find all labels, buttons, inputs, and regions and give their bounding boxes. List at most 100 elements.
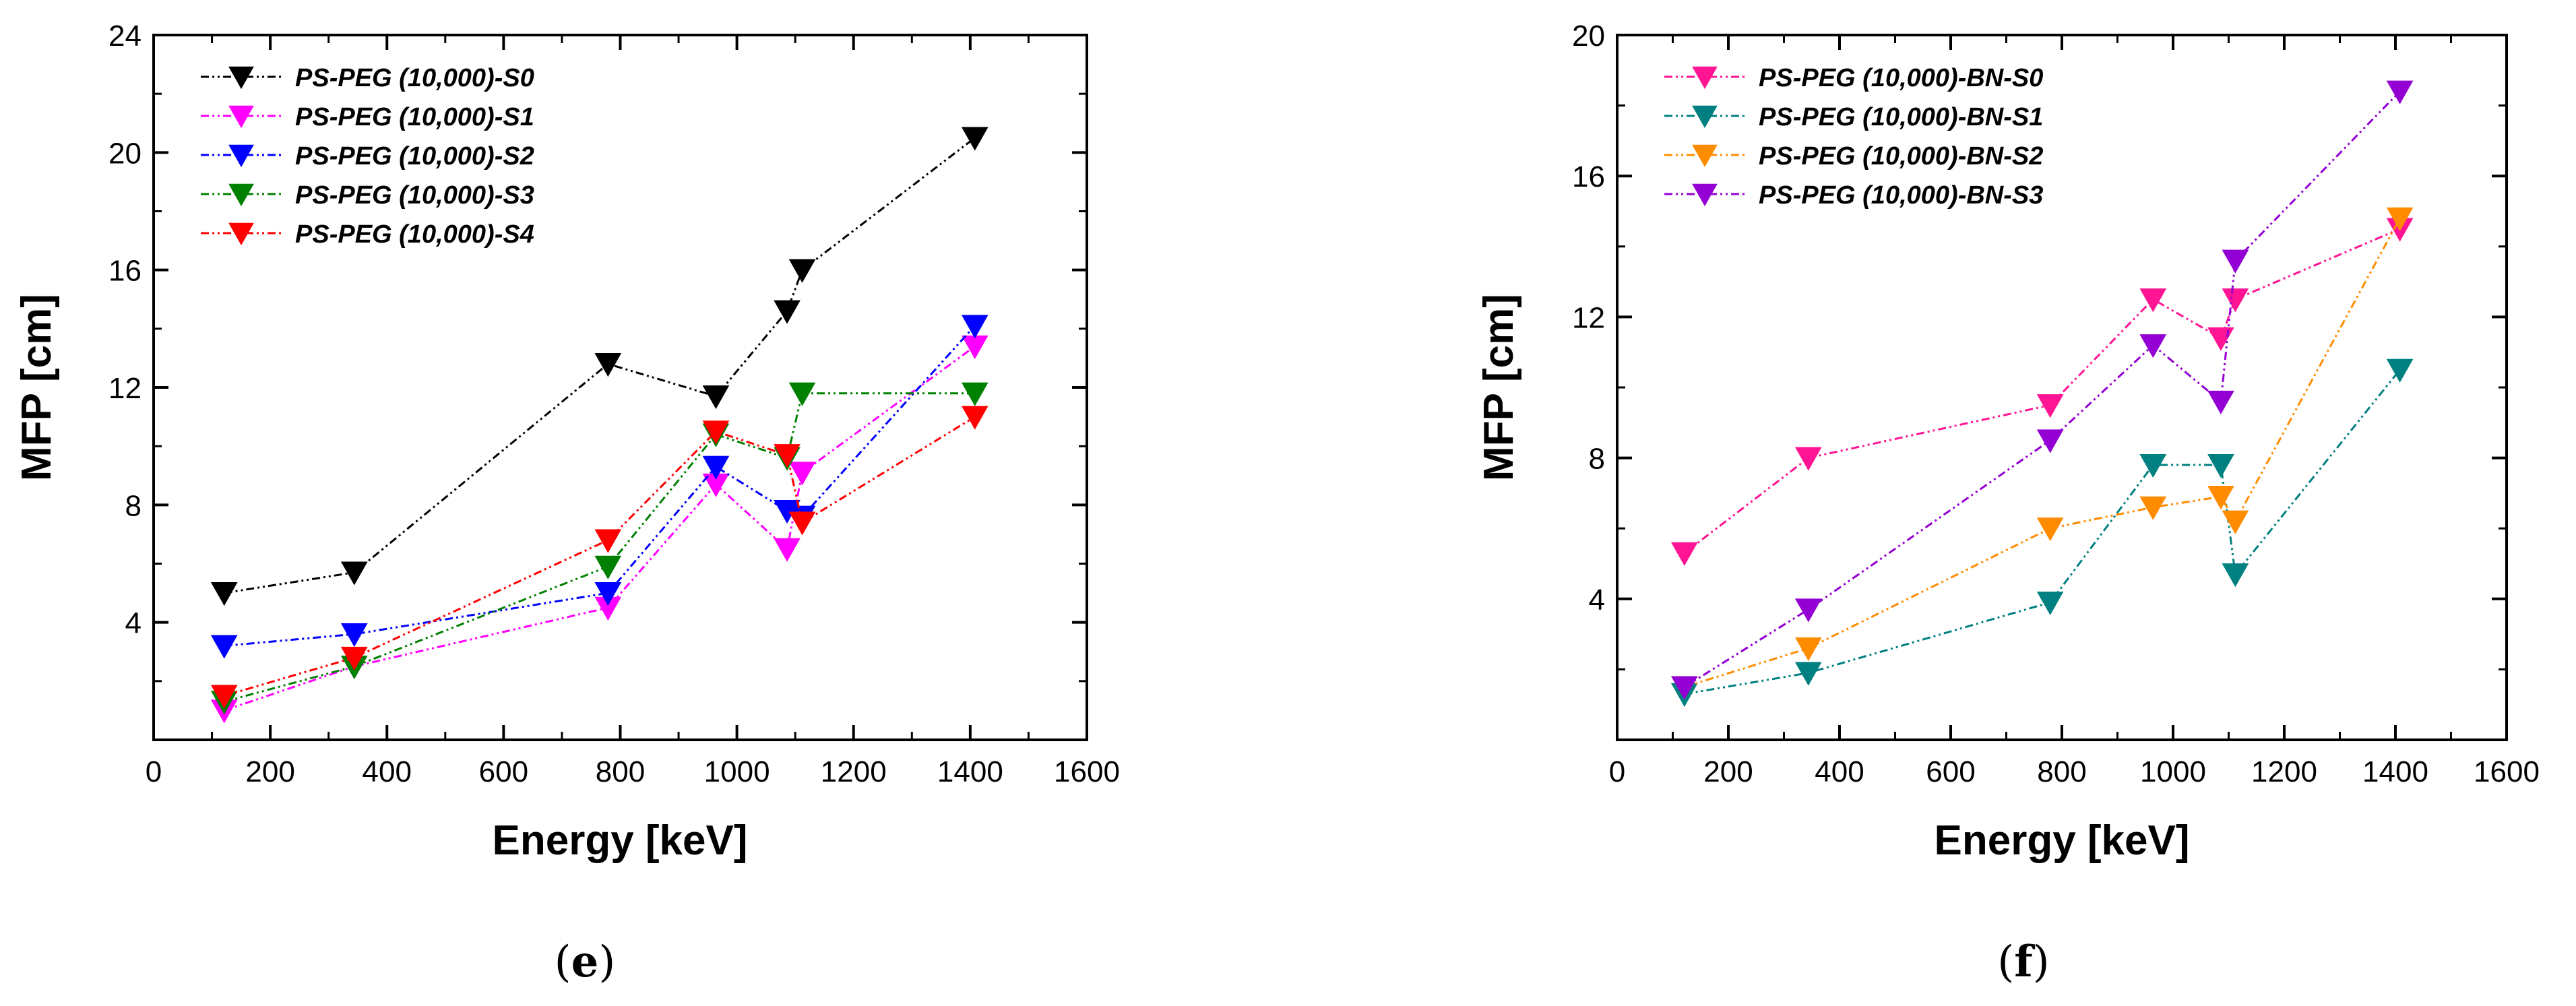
chart-f-ytick-label: 20 [1572,20,1605,53]
chart-f-series-3-point [2222,249,2249,274]
chart-f-series-2-point [2207,486,2234,510]
chart-f: 0 200 400 600 800 1000 1200 1400 1600 4 8 12 16 20 Ene… [1476,20,2540,864]
chart-e-xtick-label: 1600 [1054,755,1120,788]
chart-f-series-0-point [1794,447,1822,471]
chart-e-legend-4-marker [228,222,254,246]
caption-e-letter: e [571,937,599,987]
chart-e-series-3-point [961,382,988,406]
chart-e-x-axis-title: Energy [keV] [492,817,747,864]
chart-f-y-axis-title: MFP [cm] [1476,294,1522,481]
chart-f-series-3-point [1794,598,1822,623]
chart-f-series-2-point [2222,510,2249,534]
chart-e-legend-1-label: PS-PEG (10,000)-S1 [295,103,534,131]
chart-f-series-1-point [1794,662,1822,686]
chart-e: 0 200 400 600 800 1000 1200 1400 1600 4 8 12 16 20 24 E… [13,20,1120,864]
chart-f-series-2-point [2139,496,2167,520]
chart-e-legend-0-label: PS-PEG (10,000)-S0 [295,64,534,92]
chart-f-xtick-label: 1600 [2474,755,2540,788]
chart-e-legend-0-marker [228,66,254,90]
chart-f-legend-2-marker [1692,144,1718,168]
chart-e-legend-3-label: PS-PEG (10,000)-S3 [295,181,534,210]
caption-e-close: ) [598,937,616,987]
chart-f-legend-0-label: PS-PEG (10,000)-BN-S0 [1759,64,2043,92]
chart-e-series-0-point [340,561,368,586]
chart-f-legend-1-marker [1692,105,1718,129]
chart-f-series-0-point [2207,327,2234,351]
chart-e-series-2-point [210,635,238,659]
chart-e-series-0-point [961,127,988,151]
chart-f-legend-3-label: PS-PEG (10,000)-BN-S3 [1759,181,2043,210]
chart-e-ytick-label: 16 [108,255,142,288]
chart-e-series-2-point [340,623,368,648]
chart-f-ytick-label: 4 [1589,584,1605,617]
chart-f-series-1-point [2386,358,2414,383]
chart-e-series-4-point [788,511,816,536]
chart-f-series-2-point [1794,637,1822,662]
chart-f-ytick-label: 12 [1572,301,1605,334]
chart-e-legend-4-label: PS-PEG (10,000)-S4 [295,220,534,249]
chart-e-plot-frame [152,34,1088,741]
chart-e-xtick-label: 800 [596,755,645,788]
caption-f-open: ( [1997,937,2015,987]
chart-f-xtick-label: 800 [2037,755,2086,788]
chart-f-xtick-label: 400 [1815,755,1864,788]
chart-f-series-3-point [2207,390,2234,414]
chart-e-series-4-point [961,406,988,430]
chart-e-series-4-point [340,646,368,671]
chart-f-series-1-point [2222,563,2249,588]
chart-f-series-2-line [1684,218,2401,688]
chart-f-xtick-label: 1400 [2362,755,2428,788]
chart-e-xtick-label: 1000 [704,755,770,788]
chart-e-ytick-label: 12 [108,372,142,405]
chart-e-legend-1-marker [228,105,254,129]
chart-e-series-3-point [594,555,622,579]
chart-e-series-0-point [210,582,238,606]
chart-e-y-axis-title: MFP [cm] [13,294,60,481]
chart-f-series-3-point [2036,429,2064,453]
chart-e-xtick-label: 600 [479,755,528,788]
chart-e-legend-2-marker [228,144,254,168]
chart-e-series-4-point [702,420,730,445]
chart-e-xtick-label: 200 [245,755,294,788]
caption-f-letter: f [2014,937,2033,987]
chart-e-series-1-point [788,462,816,486]
chart-f-legend-0-marker [1692,66,1718,90]
chart-e-xtick-label: 400 [363,755,412,788]
chart-e-series-3-line [224,392,975,703]
chart-e-series-0-point [774,300,800,324]
chart-e-series-1-point [774,538,800,562]
caption-e-open: ( [554,937,571,987]
chart-f-xtick-label: 1200 [2251,755,2317,788]
chart-e-ytick-label: 8 [125,489,142,522]
chart-e-xtick-label: 1400 [937,755,1003,788]
chart-e-ytick-label: 24 [108,20,142,53]
chart-f-legend-2-label: PS-PEG (10,000)-BN-S2 [1759,142,2043,170]
chart-f-series-1-point [2036,591,2064,616]
chart-e-series-2-point [961,315,988,339]
caption-e: (e) [555,937,616,987]
chart-e-series-2-point [594,582,622,606]
chart-e-legend-2-label: PS-PEG (10,000)-S2 [295,142,534,170]
chart-e-series-0-point [594,353,622,377]
chart-f-series-0-point [2036,394,2064,418]
chart-e-legend-3-marker [228,183,254,207]
chart-e-ytick-label: 20 [108,137,142,170]
chart-f-xtick-label: 1000 [2140,755,2206,788]
chart-f-xtick-label: 0 [1609,755,1625,788]
chart-e-xtick-label: 0 [146,755,162,788]
chart-f-series-3-point [2386,80,2414,104]
caption-f-close: ) [2032,937,2050,987]
chart-e-series-4-point [594,529,622,553]
chart-f-series-2-point [2036,517,2064,542]
chart-e-series-2-point [702,455,730,480]
chart-f-series-3-point [1670,676,1698,700]
chart-e-series-1-point [961,335,988,360]
chart-f-xtick-label: 200 [1703,755,1753,788]
chart-f-x-axis-title: Energy [keV] [1934,817,2189,864]
chart-f-ytick-label: 8 [1589,443,1605,476]
chart-f-series-2-point [2386,207,2414,232]
chart-f-series-0-point [2139,288,2167,313]
chart-f-series-1-point [2207,453,2234,478]
